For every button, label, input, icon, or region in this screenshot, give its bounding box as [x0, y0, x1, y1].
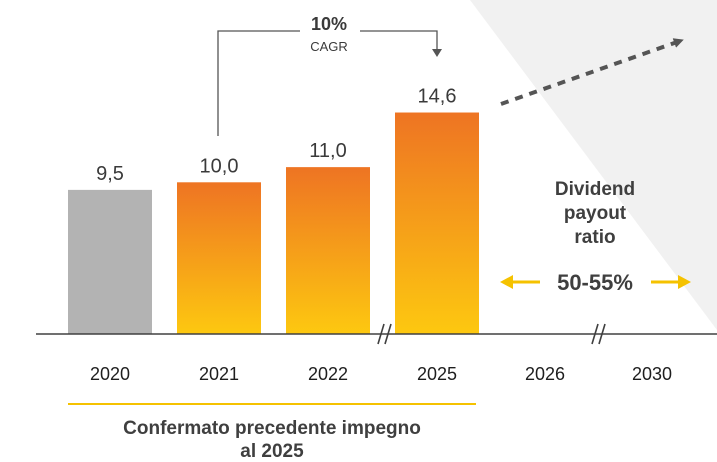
cagr-bracket-right [360, 30, 438, 50]
range-arrow-right-icon [651, 275, 691, 289]
tick-label-2020: 2020 [90, 364, 130, 384]
bar-2022 [286, 167, 370, 334]
background-triangle [470, 0, 717, 330]
bars-layer [68, 112, 479, 334]
footnote-line-1: Confermato precedente impegno [123, 418, 421, 439]
cagr-value: 10% [311, 14, 347, 34]
tick-label-2021: 2021 [199, 364, 239, 384]
tick-label-2030: 2030 [632, 364, 672, 384]
bar-2020 [68, 189, 152, 334]
tick-label-2022: 2022 [308, 364, 348, 384]
bar-2021 [177, 182, 261, 334]
value-label-2022: 11,0 [309, 140, 346, 162]
x-tick-labels: 2020 2021 2022 2025 2026 2030 [90, 364, 672, 384]
cagr-arrow-head-icon [432, 49, 442, 57]
value-label-2021: 10,0 [200, 155, 239, 177]
trend-dashed-arrow [500, 38, 684, 106]
value-label-2020: 9,5 [96, 163, 124, 185]
bar-2025 [395, 112, 479, 334]
cagr-label: CAGR [310, 39, 348, 54]
tick-label-2025: 2025 [417, 364, 457, 384]
payout-label-line-3: ratio [574, 227, 615, 248]
payout-label-line-2: payout [564, 203, 627, 224]
tick-label-2026: 2026 [525, 364, 565, 384]
value-label-2025: 14,6 [418, 86, 457, 108]
cagr-bracket [217, 30, 300, 136]
footnote-line-2: al 2025 [240, 441, 304, 462]
axis-break-left [377, 323, 392, 345]
axis-break-right [591, 323, 606, 345]
value-labels-layer: 9,5 10,0 11,0 14,6 [96, 86, 456, 185]
range-arrow-left-icon [500, 275, 540, 289]
payout-label-line-1: Dividend [555, 179, 635, 200]
payout-range: 50-55% [557, 270, 633, 295]
